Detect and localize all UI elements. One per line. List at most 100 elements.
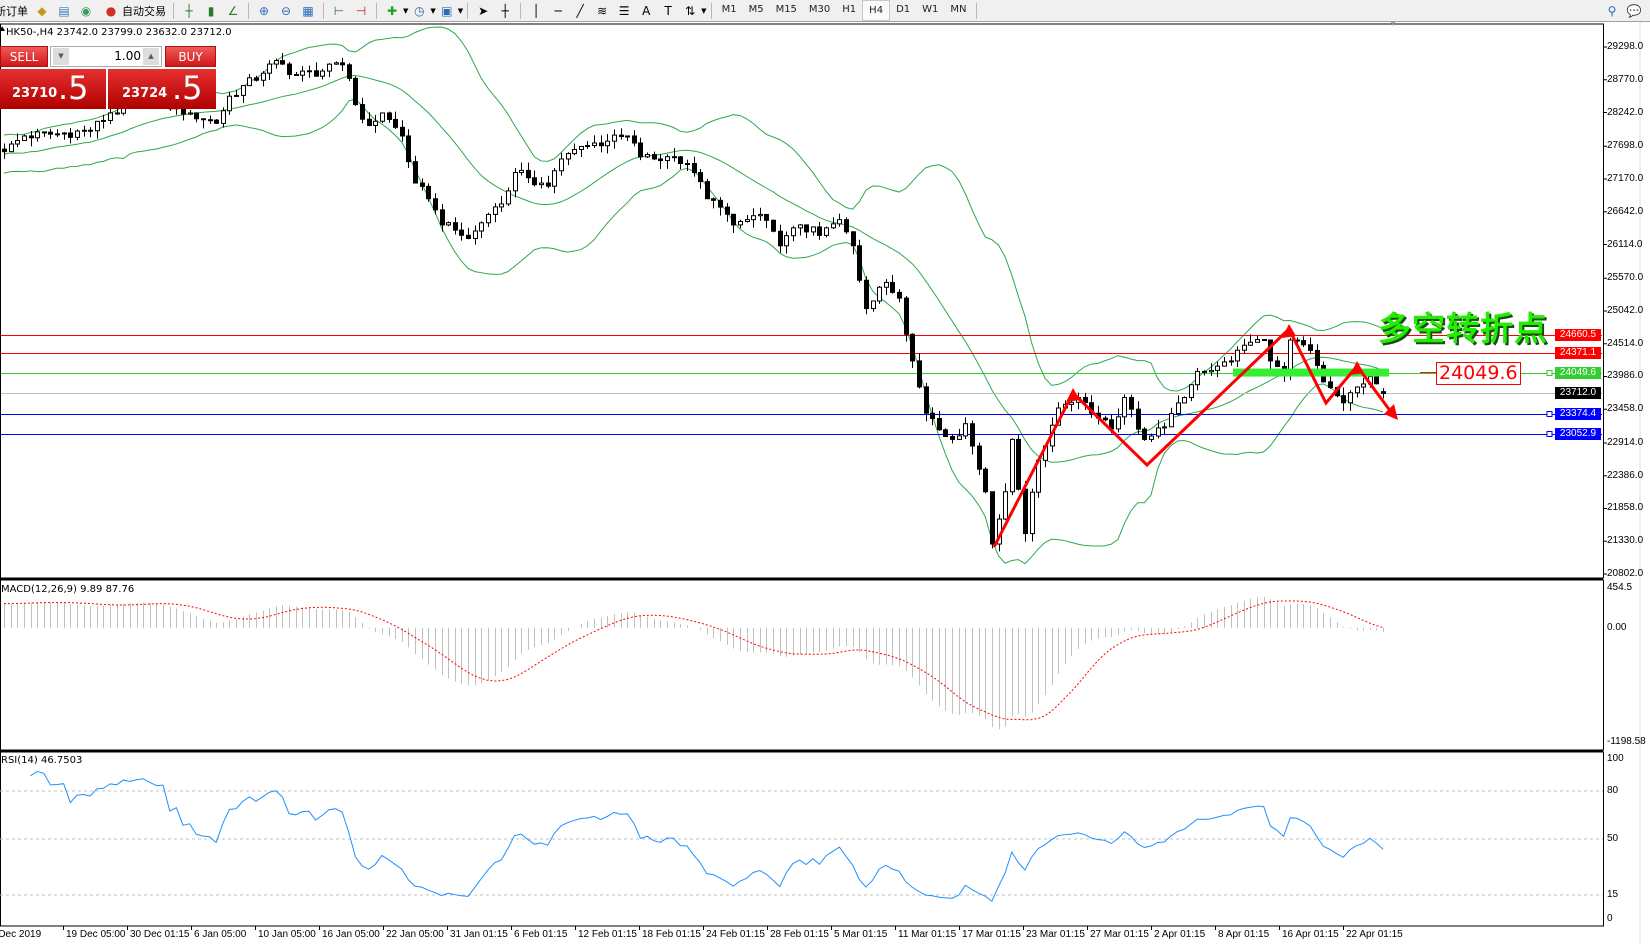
tile-windows-icon[interactable]: ▦ [302, 3, 314, 18]
bull-candle [605, 140, 610, 147]
bull-candle [884, 281, 889, 288]
zoom-in-icon[interactable]: ⊕ [258, 3, 270, 18]
candle-chart-icon[interactable]: ▮ [207, 3, 215, 18]
price-axis-label: 25042.0 [1607, 304, 1644, 316]
arrows-icon[interactable]: ⇅ [685, 3, 696, 18]
bear-candle [678, 156, 683, 165]
bear-candle [698, 172, 703, 183]
bear-candle [1023, 488, 1028, 535]
indicators-icon[interactable]: ✚ [386, 3, 398, 18]
bull-candle [539, 182, 544, 186]
bull-candle [234, 94, 239, 97]
bull-candle [1069, 401, 1074, 405]
vertical-line-icon[interactable]: │ [532, 3, 540, 18]
macd-frame [0, 579, 1604, 751]
dropdown-arrow-icon[interactable]: ▼ [701, 6, 707, 15]
bull-candle [327, 63, 332, 72]
dropdown-arrow-icon[interactable]: ▼ [457, 6, 464, 15]
fibonacci-icon[interactable]: ☰ [618, 3, 630, 18]
time-axis-label: 31 Jan 01:15 [450, 929, 508, 940]
profile-icon[interactable]: ▤ [58, 3, 70, 18]
separator [467, 2, 469, 19]
price-level-tag: 23374.4 [1555, 408, 1601, 421]
bull-candle [1149, 435, 1154, 440]
timeframe-mn[interactable]: MN [950, 4, 967, 15]
bear-candle [353, 77, 358, 106]
zoom-out-icon[interactable]: ⊖ [280, 3, 292, 18]
bear-candle [466, 234, 471, 239]
timeframe-m5[interactable]: M5 [748, 4, 764, 15]
bear-candle [672, 156, 677, 159]
new-order-button[interactable]: 新订单 [0, 4, 28, 18]
templates-icon[interactable]: ▣ [441, 3, 453, 18]
rsi-axis-label: 0 [1607, 913, 1613, 924]
autoscroll-icon[interactable]: ⊢ [333, 3, 345, 18]
trendline-icon[interactable]: ╱ [576, 3, 584, 18]
sell-button[interactable]: SELL [0, 46, 48, 67]
chat-icon[interactable]: 💬 [1626, 3, 1642, 18]
bull-candle [300, 70, 305, 76]
price-level-tag: 24049.6 [1555, 366, 1601, 379]
period-clock-icon[interactable]: ◷ [414, 3, 425, 18]
bull-candle [95, 120, 100, 132]
timeframe-d1[interactable]: D1 [896, 4, 911, 15]
timeframe-m30[interactable]: M30 [808, 4, 831, 15]
bollinger-middle [3, 75, 1384, 463]
bear-candle [1083, 397, 1088, 404]
arrow-head-icon [1066, 388, 1080, 402]
rsi-label: RSI(14) 46.7503 [1, 755, 83, 766]
time-axis-label: 12 Feb 01:15 [578, 929, 637, 940]
price-level-tag: 23052.9 [1555, 428, 1601, 441]
timeframe-h1[interactable]: H1 [842, 4, 857, 15]
folder-icon[interactable]: ◆ [37, 3, 47, 18]
decrease-lot-button[interactable]: ▼ [53, 48, 69, 65]
cursor-icon[interactable]: ➤ [478, 3, 489, 18]
price-axis-label: 25570.0 [1607, 272, 1644, 284]
signal-icon[interactable]: ◉ [80, 3, 92, 18]
text-label-icon[interactable]: T [664, 3, 672, 18]
bull-candle [871, 300, 876, 310]
buy-button[interactable]: BUY [165, 46, 216, 67]
dropdown-arrow-icon[interactable]: ▼ [403, 6, 409, 15]
time-axis-label: 19 Dec 05:00 [66, 929, 126, 940]
timeframe-h4[interactable]: H4 [862, 0, 891, 21]
horizontal-line-icon[interactable]: ─ [554, 3, 562, 18]
price-axis-label: 23986.0 [1607, 370, 1644, 382]
line-chart-icon[interactable]: ∠ [227, 3, 239, 18]
chart-shift-icon[interactable]: ⊣ [355, 3, 367, 18]
bear-candle [526, 169, 531, 179]
lot-size-input[interactable]: 1.00 [114, 49, 141, 63]
bull-candle [625, 135, 630, 138]
bull-candle [751, 215, 756, 221]
increase-lot-button[interactable]: ▲ [143, 48, 159, 65]
bull-candle [1116, 416, 1121, 430]
channel-icon[interactable]: ≋ [597, 3, 608, 18]
bull-candle [446, 222, 451, 226]
timeframe-m1[interactable]: M1 [721, 4, 737, 15]
search-icon[interactable]: ⚲ [1607, 3, 1617, 18]
text-icon[interactable]: A [642, 3, 651, 18]
bull-candle [784, 235, 789, 247]
bar-chart-icon[interactable]: ┼ [185, 3, 193, 18]
lot-size-stepper[interactable]: ▼ 1.00 ▲ [50, 46, 162, 67]
bear-candle [1016, 438, 1021, 490]
bull-candle [1248, 341, 1253, 346]
timeframe-m15[interactable]: M15 [775, 4, 797, 15]
sell-price-button[interactable]: 23710 .5 [0, 69, 106, 109]
auto-trade-button[interactable]: ● 自动交易 [97, 1, 169, 20]
dropdown-arrow-icon[interactable]: ▼ [430, 6, 436, 15]
buy-price-button[interactable]: 23724 .5 [108, 69, 216, 109]
level-handle [1546, 370, 1553, 376]
bull-candle [665, 156, 670, 162]
bear-candle [115, 112, 120, 115]
bear-candle [387, 112, 392, 120]
time-axis-label: 27 Mar 01:15 [1090, 929, 1149, 940]
bull-candle [1361, 383, 1366, 388]
time-axis-label: 5 Mar 01:15 [834, 929, 888, 940]
bear-candle [1328, 381, 1333, 389]
timeframe-w1[interactable]: W1 [922, 4, 939, 15]
crosshair-icon[interactable]: ┼ [501, 3, 509, 18]
bull-candle [1122, 397, 1127, 418]
time-axis-label: 6 Jan 05:00 [194, 929, 247, 940]
